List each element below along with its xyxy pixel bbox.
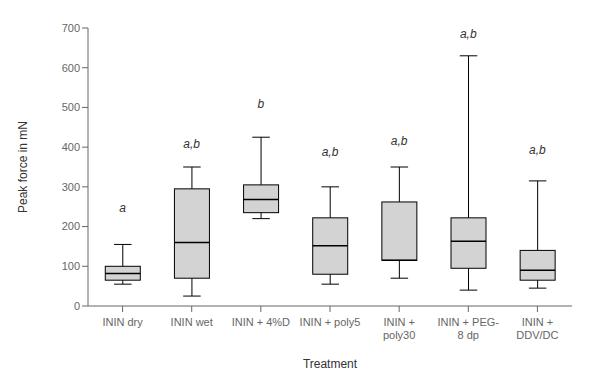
svg-text:Peak force in mN: Peak force in mN [16, 121, 30, 213]
svg-text:a,b: a,b [529, 143, 546, 157]
svg-text:500: 500 [62, 101, 80, 113]
svg-text:ININ +poly30: ININ +poly30 [383, 316, 415, 341]
svg-text:ININ + 4%D: ININ + 4%D [232, 316, 290, 328]
svg-text:a,b: a,b [391, 134, 408, 148]
svg-text:700: 700 [62, 22, 80, 34]
svg-text:100: 100 [62, 260, 80, 272]
svg-text:ININ + poly5: ININ + poly5 [300, 316, 361, 328]
svg-text:300: 300 [62, 181, 80, 193]
svg-text:400: 400 [62, 141, 80, 153]
svg-text:ININ wet: ININ wet [171, 316, 213, 328]
svg-text:600: 600 [62, 62, 80, 74]
svg-text:ININ +DDV/DC: ININ +DDV/DC [516, 316, 558, 341]
svg-text:a,b: a,b [460, 28, 477, 41]
svg-text:a,b: a,b [183, 137, 200, 151]
svg-text:b: b [258, 97, 265, 111]
svg-text:200: 200 [62, 220, 80, 232]
svg-text:a,b: a,b [322, 145, 339, 159]
svg-text:0: 0 [74, 300, 80, 312]
svg-text:a: a [119, 201, 126, 215]
svg-text:ININ + PEG-8 dp: ININ + PEG-8 dp [438, 316, 500, 341]
svg-text:ININ dry: ININ dry [102, 316, 143, 328]
svg-text:Treatment: Treatment [303, 357, 358, 371]
